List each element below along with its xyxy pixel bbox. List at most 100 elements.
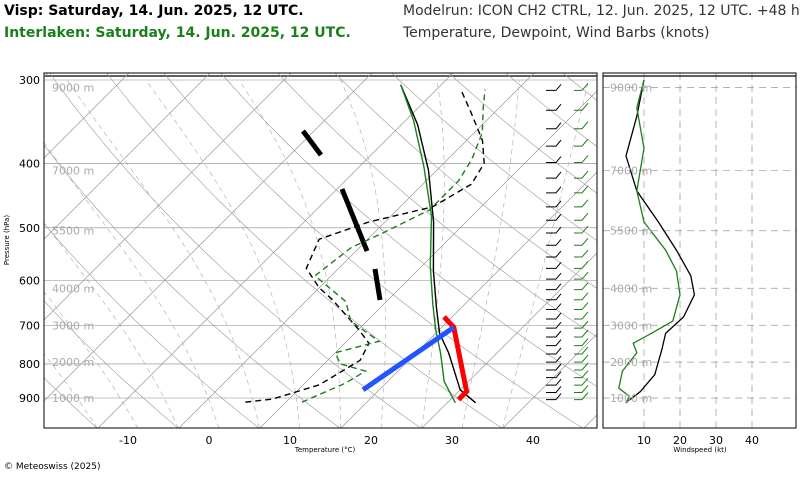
wind-barb-visp <box>546 371 562 379</box>
dry-adiabat <box>220 73 597 387</box>
wind-barb-visp <box>546 393 562 401</box>
wind-barb-visp <box>546 283 562 291</box>
altitude-label: 3000 m <box>52 319 94 332</box>
wind-barb-interlaken <box>574 385 589 393</box>
wind-barb-visp <box>546 272 562 280</box>
wind-barb-visp <box>546 261 562 269</box>
wind-barb-interlaken <box>574 102 589 111</box>
parcel-red-line <box>442 315 470 402</box>
moist-adiabat <box>502 79 589 428</box>
wind-barb-visp <box>546 355 562 363</box>
pressure-tick-label: 600 <box>19 275 40 288</box>
wind-barb-visp <box>546 156 562 164</box>
chart-description: Temperature, Dewpoint, Wind Barbs (knots… <box>403 25 710 41</box>
visp-dewpoint-line <box>245 89 485 403</box>
isotherm-line <box>502 333 597 428</box>
dry-adiabat <box>163 73 584 428</box>
moist-adiabat <box>44 142 220 428</box>
wind-barb-visp <box>546 213 562 221</box>
windspeed-tick-label: 10 <box>637 434 651 447</box>
wind-altitude-label: 4000 m <box>610 282 652 295</box>
wind-altitude-label: 3000 m <box>610 319 652 332</box>
dry-adiabat <box>391 73 597 241</box>
wind-altitude-label: 7000 m <box>610 164 652 177</box>
wind-barb-column <box>546 83 589 401</box>
dry-adiabat <box>334 73 597 289</box>
isotherm-line <box>178 73 535 428</box>
wind-barb-visp <box>546 321 562 329</box>
visp-temperature-line <box>400 84 477 404</box>
moist-adiabat <box>461 79 520 428</box>
wind-barb-visp <box>546 200 562 208</box>
isotherm-line <box>583 414 597 428</box>
dry-adiabat <box>277 73 597 338</box>
station-title-visp: Visp: Saturday, 14. Jun. 2025, 12 UTC. <box>4 3 304 19</box>
pressure-tick-label: 300 <box>19 74 40 87</box>
isotherm-line <box>97 73 454 428</box>
wind-barb-visp <box>546 226 562 234</box>
altitude-label: 1000 m <box>52 392 94 405</box>
wind-barb-visp <box>546 330 562 338</box>
parcel-blue-line <box>361 325 456 392</box>
wind-barb-visp <box>546 378 562 386</box>
wind-barb-interlaken <box>574 370 589 379</box>
station-title-interlaken: Interlaken: Saturday, 14. Jun. 2025, 12 … <box>4 25 351 41</box>
wind-barb-interlaken <box>574 292 589 301</box>
wind-barb-visp <box>546 312 562 320</box>
dry-adiabat <box>49 73 422 428</box>
wind-barb-visp <box>546 347 562 355</box>
isotherm-line <box>421 252 597 428</box>
temperature-tick-label: 20 <box>364 434 378 447</box>
wind-barb-interlaken <box>574 249 589 258</box>
wind-altitude-label: 9000 m <box>610 82 652 95</box>
wind-altitude-label: 2000 m <box>610 356 652 369</box>
wind-barb-visp <box>546 386 562 393</box>
dry-adiabat <box>44 300 179 428</box>
windspeed-tick-label: 40 <box>745 434 759 447</box>
temperature-tick-label: 0 <box>206 434 213 447</box>
pressure-tick-label: 900 <box>19 392 40 405</box>
wind-barb-interlaken <box>574 392 589 401</box>
wind-barb-interlaken <box>574 199 589 208</box>
skewt-frame <box>43 72 598 429</box>
wind-altitude-label: 5500 m <box>610 225 652 238</box>
windspeed-frame <box>602 72 797 429</box>
wind-barb-interlaken <box>574 237 589 246</box>
isotherm-line <box>340 171 597 428</box>
wind-barb-interlaken <box>574 121 589 130</box>
wind-barb-interlaken <box>574 320 589 329</box>
temperature-tick-label: -10 <box>119 434 137 447</box>
temperature-tick-label: 10 <box>283 434 297 447</box>
wind-barb-visp <box>546 238 562 246</box>
isotherm-line <box>259 90 597 428</box>
wind-barb-interlaken <box>574 346 589 355</box>
altitude-label: 4000 m <box>52 282 94 295</box>
wind-barb-interlaken <box>574 260 589 269</box>
wind-barb-interlaken <box>574 354 589 363</box>
x-axis-label: Temperature (°C) <box>294 446 356 454</box>
dry-adiabat <box>106 73 503 428</box>
wind-barb-interlaken <box>574 302 589 311</box>
wind-barb-visp <box>546 84 562 91</box>
wind-barb-interlaken <box>574 138 589 147</box>
pressure-tick-label: 800 <box>19 358 40 371</box>
model-run-label: Modelrun: ICON CH2 CTRL, 12. Jun. 2025, … <box>403 3 800 19</box>
wind-barb-visp <box>546 339 562 347</box>
altitude-label: 9000 m <box>52 82 94 95</box>
y-axis-label: Pressure (hPa) <box>3 215 11 265</box>
wind-barb-visp <box>546 250 562 258</box>
isotherm-line <box>44 73 373 402</box>
interlaken-dewpoint-line <box>301 89 486 403</box>
wind-barb-visp <box>546 363 562 371</box>
wind-barb-visp <box>546 139 562 147</box>
moist-adiabat <box>44 222 179 428</box>
dry-adiabat <box>44 223 260 428</box>
altitude-label: 5500 m <box>52 225 94 238</box>
wind-barb-interlaken <box>574 311 589 320</box>
interlaken-temperature-line <box>400 84 456 404</box>
moist-adiabat <box>340 79 386 428</box>
wind-barb-interlaken <box>574 329 589 338</box>
wind-barb-visp <box>546 103 562 111</box>
pressure-tick-label: 400 <box>19 157 40 170</box>
dry-adiabat <box>448 73 597 194</box>
